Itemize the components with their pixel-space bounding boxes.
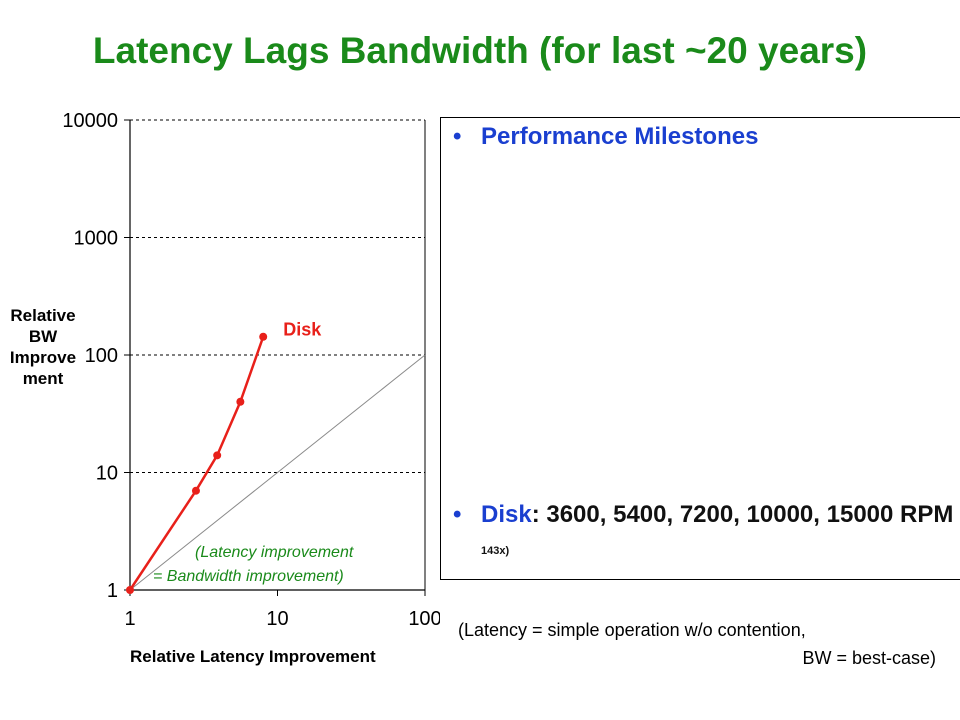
reference-annotation: (Latency improvement = Bandwidth improvem… — [153, 544, 354, 585]
y-tick-label: 1000 — [74, 228, 119, 250]
x-tick-label: 1 — [124, 608, 135, 630]
footnote-line-2: BW = best-case) — [802, 648, 936, 668]
x-tick-label: 100 — [408, 608, 440, 630]
y-axis-label-line: Improve — [9, 348, 77, 367]
tick-labels: 1 10 100 1000 10000 1 10 100 — [62, 110, 440, 630]
footnote-line-1: (Latency = simple operation w/o contenti… — [458, 620, 806, 640]
disk-rpm-values: : 3600, 5400, 7200, 10000, 15000 RPM — [531, 501, 960, 528]
y-axis-label-line: Relative — [10, 306, 76, 325]
reference-annotation-line: = Bandwidth improvement) — [153, 568, 344, 585]
data-point — [236, 397, 245, 406]
equality-reference-line — [129, 354, 426, 591]
y-axis-label-line: BW — [28, 327, 58, 346]
disk-milestone-text: Disk: 3600, 5400, 7200, 10000, 15000 RPM… — [481, 501, 960, 565]
annotations: (Latency improvement = Bandwidth improvem… — [153, 320, 354, 585]
y-tick-label: 1 — [107, 580, 118, 602]
grid-lines — [130, 119, 425, 473]
series-label: Disk — [283, 320, 322, 340]
bullet-glyph: • — [453, 123, 462, 150]
milestones-box: • Performance Milestones • Disk: 3600, 5… — [440, 117, 960, 580]
bullet-glyph: • — [453, 501, 462, 528]
x-tick-label: 10 — [266, 608, 288, 630]
reference-line — [129, 354, 426, 591]
slide-title: Latency Lags Bandwidth (for last ~20 yea… — [92, 30, 868, 71]
axes — [124, 119, 426, 596]
reference-annotation-line: (Latency improvement — [195, 544, 354, 561]
y-tick-label: 10000 — [62, 110, 118, 132]
data-point — [259, 332, 268, 341]
data-point — [126, 586, 134, 594]
disk-series — [126, 332, 268, 594]
x-axis-label: Relative Latency Improvement — [130, 647, 376, 666]
footnote: (Latency = simple operation w/o contenti… — [458, 616, 936, 672]
data-point — [191, 486, 200, 495]
latency-bandwidth-chart: 1 10 100 1000 10000 1 10 100 (Latency improveme… — [62, 110, 440, 630]
milestones-heading: Performance Milestones — [481, 123, 759, 150]
disk-label: Disk — [481, 501, 532, 528]
y-axis-label-line: ment — [22, 369, 64, 388]
disk-ratio: (8x, 143x) — [481, 545, 510, 557]
y-tick-label: 10 — [96, 463, 118, 485]
data-point — [213, 451, 222, 460]
y-axis-label: Relative BW Improve ment — [4, 305, 82, 389]
y-tick-label: 100 — [85, 345, 118, 367]
